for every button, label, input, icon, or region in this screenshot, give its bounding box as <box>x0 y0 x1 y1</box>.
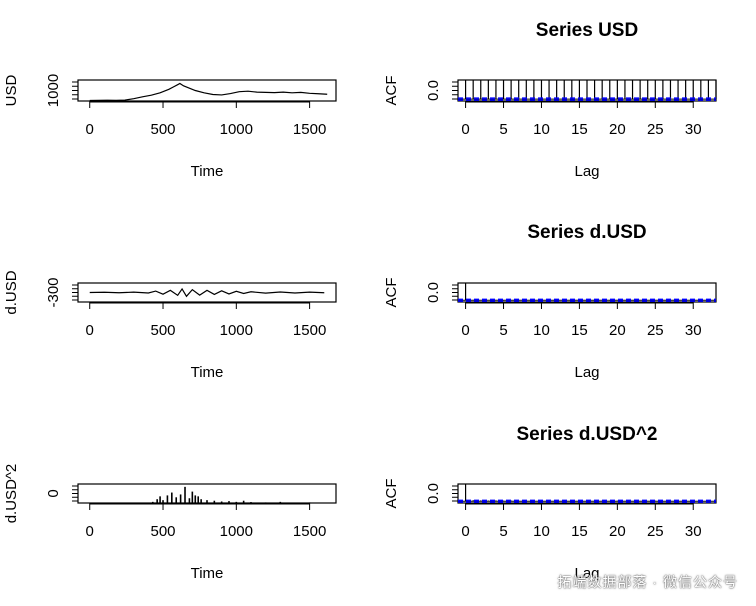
x-axis-label: Time <box>191 565 224 582</box>
x-tick-label: 0 <box>86 322 94 339</box>
x-tick-label: 30 <box>685 523 702 540</box>
x-axis-label: Time <box>191 163 224 180</box>
x-tick-label: 500 <box>151 322 176 339</box>
series-frame-0 <box>77 79 337 102</box>
chart-title: Series d.USD^2 <box>517 424 658 445</box>
x-tick-label: 500 <box>151 523 176 540</box>
chart-title: Series USD <box>536 20 638 41</box>
y-axis-label: ACF <box>383 479 400 509</box>
x-tick-label: 500 <box>151 121 176 138</box>
x-tick-label: 20 <box>609 322 626 339</box>
x-tick-label: 1500 <box>293 523 326 540</box>
x-tick-label: 30 <box>685 322 702 339</box>
chart-title: Series d.USD <box>527 222 646 243</box>
y-tick-label: 0.0 <box>425 80 442 101</box>
x-tick-label: 5 <box>499 523 507 540</box>
x-tick-label: 0 <box>86 523 94 540</box>
x-tick-label: 10 <box>533 121 550 138</box>
x-tick-label: 15 <box>571 322 588 339</box>
y-tick-label: 0 <box>45 489 62 497</box>
x-tick-label: 20 <box>609 121 626 138</box>
x-tick-label: 0 <box>461 322 469 339</box>
x-tick-label: 0 <box>461 523 469 540</box>
y-tick-label: 0.0 <box>425 282 442 303</box>
x-tick-label: 1000 <box>220 322 253 339</box>
x-tick-label: 25 <box>647 523 664 540</box>
y-axis-label: ACF <box>383 76 400 106</box>
x-tick-label: 10 <box>533 322 550 339</box>
x-tick-label: 30 <box>685 121 702 138</box>
x-tick-label: 15 <box>571 523 588 540</box>
x-tick-label: 10 <box>533 523 550 540</box>
y-axis-label: d.USD <box>3 270 20 314</box>
x-tick-label: 0 <box>86 121 94 138</box>
x-tick-label: 1500 <box>293 322 326 339</box>
y-tick-label: -300 <box>45 277 62 307</box>
watermark: 拓端数据部落 · 微信公众号 <box>557 574 738 590</box>
y-axis-label: d.USD^2 <box>3 464 20 524</box>
x-tick-label: 1000 <box>220 523 253 540</box>
y-axis-label: ACF <box>383 278 400 308</box>
x-tick-label: 25 <box>647 322 664 339</box>
y-tick-label: 1000 <box>45 74 62 107</box>
x-axis-label: Lag <box>574 565 599 582</box>
x-tick-label: 5 <box>499 322 507 339</box>
x-tick-label: 1500 <box>293 121 326 138</box>
x-tick-label: 1000 <box>220 121 253 138</box>
y-axis-label: USD <box>3 74 20 106</box>
x-tick-label: 15 <box>571 121 588 138</box>
x-tick-label: 0 <box>461 121 469 138</box>
x-axis-label: Lag <box>574 364 599 381</box>
x-axis-label: Time <box>191 364 224 381</box>
x-tick-label: 5 <box>499 121 507 138</box>
x-tick-label: 20 <box>609 523 626 540</box>
series-line <box>89 287 325 298</box>
series-line <box>89 82 328 102</box>
y-tick-label: 0.0 <box>425 483 442 504</box>
x-axis-label: Lag <box>574 163 599 180</box>
x-tick-label: 25 <box>647 121 664 138</box>
